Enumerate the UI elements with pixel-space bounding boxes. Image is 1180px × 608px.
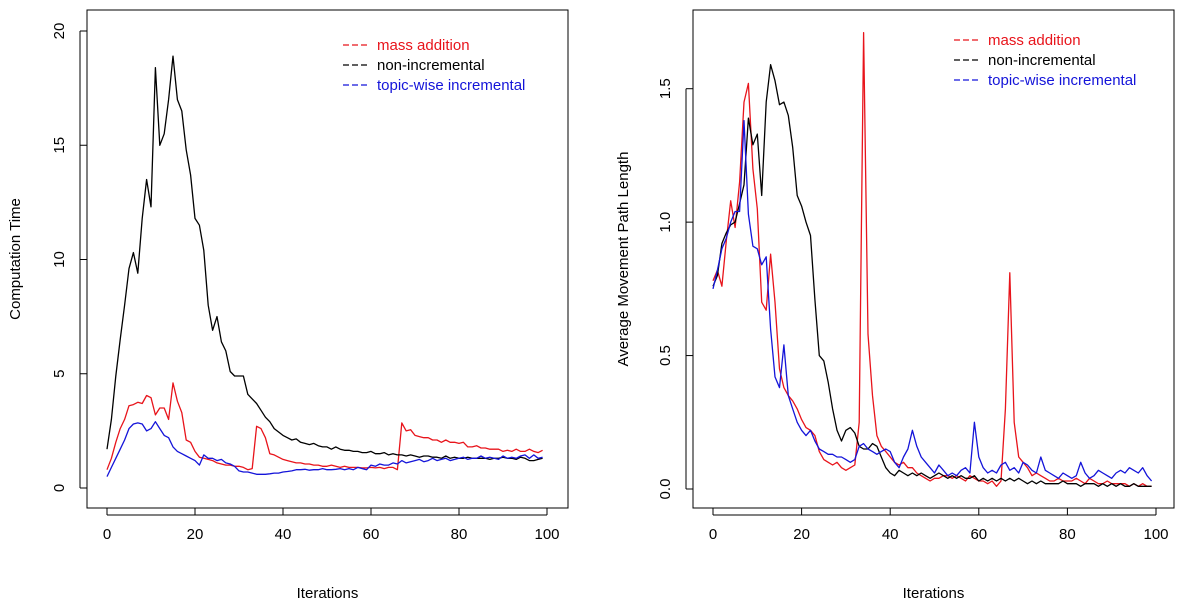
series-line-non-incremental bbox=[106, 55, 543, 462]
x-tick-label: 100 bbox=[534, 526, 559, 543]
legend-entry: mass addition bbox=[988, 32, 1081, 49]
y-tick-label: 0 bbox=[51, 484, 68, 492]
x-tick-label: 40 bbox=[882, 526, 899, 543]
y-tick-label: 20 bbox=[51, 23, 68, 40]
y-axis-label: Average Movement Path Length bbox=[615, 152, 632, 367]
chart-panel-2: 0 20 40 60 80 100 0.0 0.5 1.0 1.5 Iterations Averag… bbox=[615, 9, 1175, 602]
x-tick-label: 0 bbox=[709, 526, 717, 543]
y-tick-label: 0.5 bbox=[657, 345, 674, 366]
x-tick-label: 80 bbox=[1059, 526, 1076, 543]
x-tick-label: 80 bbox=[451, 526, 468, 543]
y-tick-label: 10 bbox=[51, 251, 68, 268]
legend-entry: non-incremental bbox=[377, 57, 485, 74]
x-tick-label: 0 bbox=[103, 526, 111, 543]
x-tick-label: 20 bbox=[793, 526, 810, 543]
x-tick-label: 60 bbox=[363, 526, 380, 543]
legend-entry: topic-wise incremental bbox=[377, 77, 525, 94]
y-tick-label: 0.0 bbox=[657, 479, 674, 500]
plot-frame bbox=[692, 9, 1175, 509]
x-tick-label: 60 bbox=[970, 526, 987, 543]
x-tick-label: 40 bbox=[275, 526, 292, 543]
y-tick-label: 15 bbox=[51, 137, 68, 154]
y-tick-label: 1.0 bbox=[657, 212, 674, 233]
series-line-topic-wise-incremental bbox=[106, 421, 543, 477]
chart-panel-1: 0 20 40 60 80 100 0 5 10 15 20 Iterations Computatio… bbox=[7, 9, 569, 602]
series-line-mass-addition bbox=[106, 382, 543, 471]
y-axis-label: Computation Time bbox=[7, 198, 24, 320]
series-line-non-incremental bbox=[712, 64, 1152, 487]
x-axis-label: Iterations bbox=[297, 585, 359, 602]
y-tick-label: 1.5 bbox=[657, 78, 674, 99]
legend-entry: topic-wise incremental bbox=[988, 72, 1136, 89]
series-line-mass-addition bbox=[712, 32, 1152, 487]
legend-entry: mass addition bbox=[377, 37, 470, 54]
x-tick-label: 20 bbox=[187, 526, 204, 543]
series-line-topic-wise-incremental bbox=[712, 120, 1153, 482]
legend-entry: non-incremental bbox=[988, 52, 1096, 69]
x-tick-label: 100 bbox=[1143, 526, 1168, 543]
x-axis-label: Iterations bbox=[903, 585, 965, 602]
y-tick-label: 5 bbox=[51, 370, 68, 378]
